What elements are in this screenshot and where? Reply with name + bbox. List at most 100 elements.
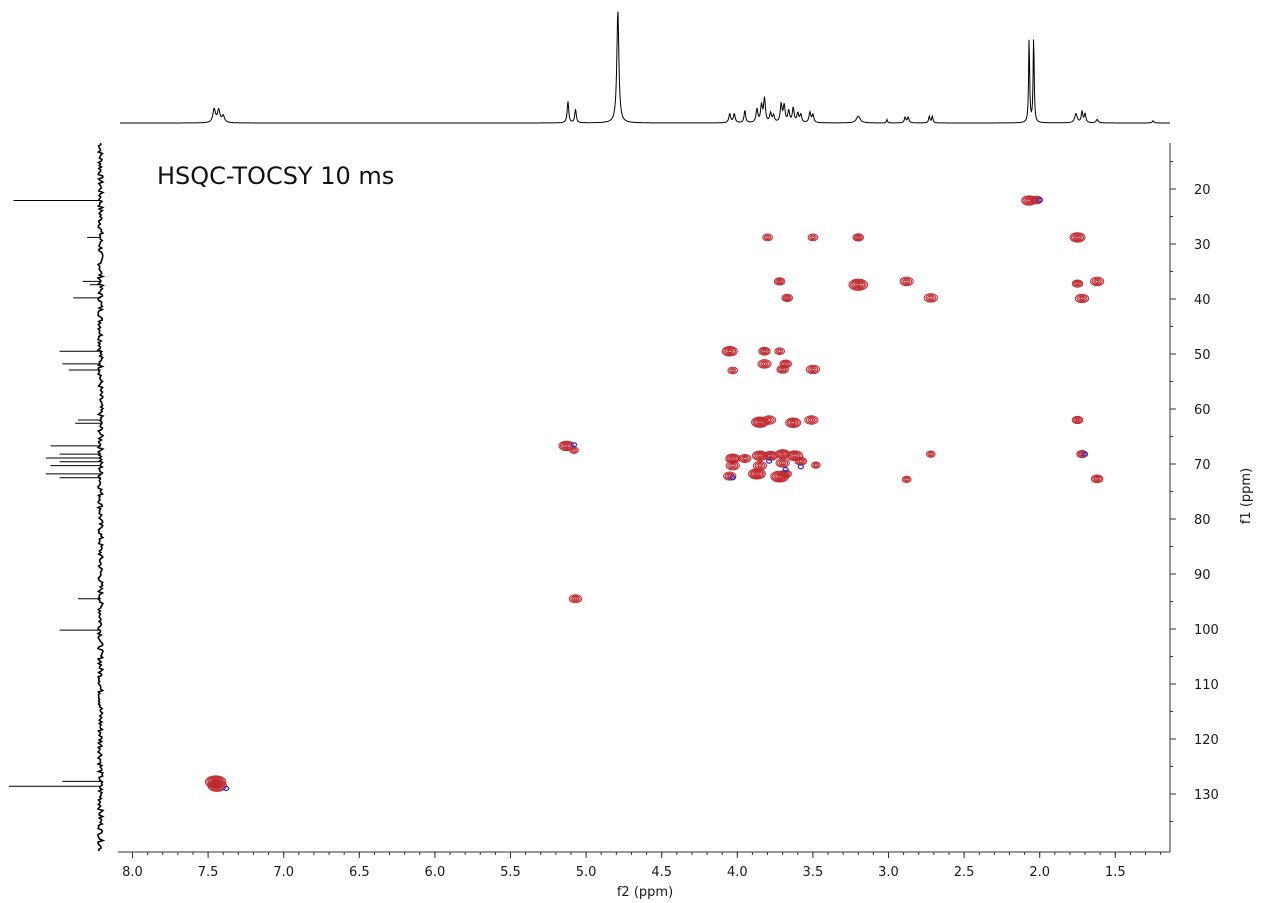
cross-peak [811, 461, 821, 469]
contour-ring [927, 451, 935, 457]
contour-ring [1033, 197, 1041, 203]
cross-peak [569, 446, 579, 454]
contour-ring [1074, 417, 1081, 423]
contour-ring [901, 277, 913, 286]
contour-ring [923, 293, 938, 303]
contour-ring [925, 450, 936, 458]
negative-peak [570, 442, 578, 448]
contour-ring [759, 347, 770, 355]
f2-projection-spectrum [120, 11, 1170, 124]
contour-ring [727, 366, 739, 375]
contour-ring [796, 457, 806, 465]
x-tick-label: 1.5 [1105, 865, 1126, 880]
contour-ring [570, 595, 581, 603]
cross-peak [1090, 474, 1104, 484]
negative-peak [223, 785, 230, 792]
contour-ring [807, 365, 819, 374]
contour-ring [762, 233, 773, 242]
contour-ring [792, 454, 797, 458]
contour-ring [765, 235, 770, 240]
contour-ring [1071, 415, 1084, 425]
contour-ring [777, 349, 782, 353]
contour-ring [762, 349, 767, 353]
contour-ring [777, 366, 788, 373]
contour-ring [558, 440, 575, 452]
contour-ring [568, 594, 583, 604]
contour-ring [809, 366, 817, 373]
cross-peak [1071, 415, 1084, 425]
contour-ring [807, 233, 819, 242]
contour-ring [761, 348, 768, 354]
contour-ring [755, 419, 765, 426]
cross-peak [785, 417, 802, 428]
contour-ring [781, 293, 793, 302]
y-tick-label: 70 [1194, 458, 1211, 473]
cross-peak [1074, 293, 1090, 304]
y-axis: 20 30 40 50 60 70 80 90 100 110 120 130 [1170, 161, 1219, 822]
contour-ring [1078, 451, 1086, 457]
contour-ring [758, 346, 771, 356]
contour-ring [810, 235, 816, 240]
y-tick-label: 90 [1194, 568, 1211, 583]
y-tick-label: 130 [1194, 788, 1219, 803]
contour-ring [726, 348, 734, 354]
x-tick-label: 4.5 [651, 865, 672, 880]
contour-ring [904, 477, 909, 481]
contour-ring [775, 348, 784, 355]
contour-ring [727, 461, 739, 470]
contour-ring [927, 295, 935, 301]
x-tick-label: 8.0 [122, 865, 143, 880]
contour-ring [760, 361, 769, 367]
contour-ring [741, 455, 749, 462]
cross-peak [1071, 279, 1084, 288]
cross-peak [1090, 276, 1105, 287]
cross-peak [807, 233, 819, 242]
contour-ring [564, 444, 569, 448]
cross-peak [1076, 450, 1088, 459]
contour-ring [851, 280, 865, 289]
contour-ring [1073, 280, 1082, 287]
f1-projection-spectrum [9, 142, 106, 852]
contour-ring [757, 359, 772, 369]
contour-ring [1034, 198, 1039, 202]
contour-ring [765, 417, 773, 423]
contour-ring [773, 277, 786, 286]
cross-peak [762, 233, 773, 242]
contour-ring [787, 451, 802, 461]
contour-ring [789, 452, 801, 460]
contour-ring [748, 468, 766, 480]
contour-ring [778, 460, 787, 466]
contour-ring [780, 461, 785, 465]
contour-ring [766, 418, 772, 422]
cross-peak [786, 450, 804, 462]
plot-frame [118, 143, 1171, 853]
contour-ring [848, 278, 869, 291]
x-tick-label: 2.0 [1029, 865, 1050, 880]
contour-ring [788, 419, 799, 427]
contour-ring [1095, 477, 1100, 481]
cross-peak [804, 415, 819, 425]
contour-ring [763, 234, 772, 241]
contour-ring [1069, 232, 1086, 243]
contour-ring [1074, 293, 1090, 304]
contour-ring [1074, 235, 1081, 240]
contour-ring [776, 279, 783, 284]
contour-ring [777, 280, 782, 283]
contour-ring [1093, 476, 1101, 482]
contour-ring [1074, 281, 1081, 286]
negative-peak [1081, 451, 1089, 457]
x-tick-label: 6.5 [349, 865, 370, 880]
y-tick-label: 40 [1194, 293, 1211, 308]
contour-ring [762, 362, 767, 366]
contour-ring [757, 464, 763, 468]
contour-ring [573, 597, 578, 601]
contour-ring [572, 448, 576, 452]
contour-ring [210, 781, 224, 790]
contour-ring [208, 780, 226, 791]
contour-ring [1090, 276, 1105, 287]
contour-ring [855, 235, 862, 240]
contour-ring [899, 276, 914, 287]
cross-peak [848, 278, 869, 291]
contour-ring [811, 461, 821, 469]
